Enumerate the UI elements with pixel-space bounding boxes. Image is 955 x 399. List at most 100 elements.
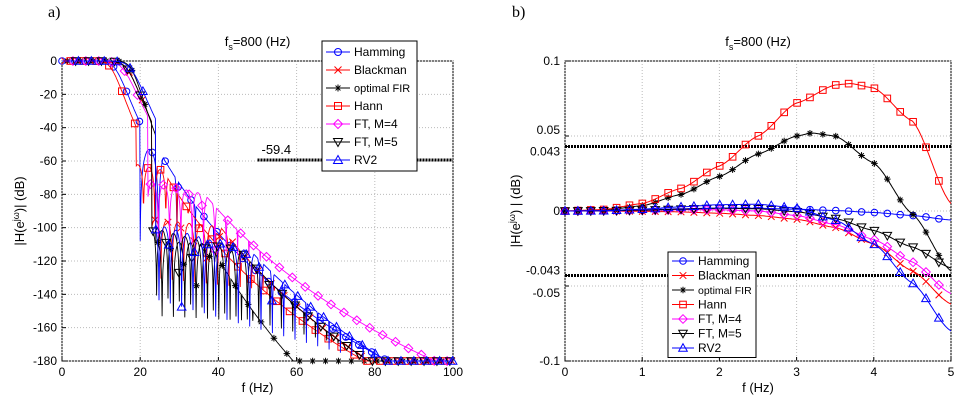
marker-triangle-up xyxy=(292,290,303,300)
marker-triangle-down xyxy=(444,357,456,367)
marker-triangle-up xyxy=(163,239,174,249)
marker-triangle-up xyxy=(611,204,622,215)
marker-triangle-down xyxy=(740,204,751,214)
marker-triangle-up xyxy=(779,201,790,211)
x-tick-label: 1 xyxy=(639,365,646,379)
marker-star xyxy=(322,357,329,365)
x-tick-label: 3 xyxy=(793,365,800,379)
marker-square xyxy=(703,168,711,177)
marker-diamond xyxy=(326,299,337,310)
y-tick-label: -60 xyxy=(40,154,58,168)
marker-triangle-down xyxy=(779,207,790,217)
marker-square xyxy=(679,300,687,309)
marker-triangle-up xyxy=(907,278,919,288)
x-tick-label: 0 xyxy=(562,365,569,379)
x-tick-label: 80 xyxy=(368,365,382,379)
marker-triangle-down xyxy=(289,301,301,311)
annotation-label: -59.4 xyxy=(262,142,292,157)
marker-square xyxy=(690,177,698,186)
marker-triangle-down xyxy=(70,57,81,67)
marker-triangle-down xyxy=(572,207,584,217)
marker-square xyxy=(625,201,634,210)
marker-star xyxy=(141,101,149,108)
x-tick-label: 100 xyxy=(443,365,463,379)
x-tick-label: 40 xyxy=(212,365,226,379)
marker-star xyxy=(703,178,711,185)
series-line xyxy=(565,207,952,269)
marker-diamond xyxy=(351,315,362,326)
marker-square xyxy=(677,184,685,193)
marker-triangle-down xyxy=(920,249,932,259)
marker-triangle-down xyxy=(431,357,443,367)
series-a-ft4 xyxy=(62,55,453,367)
marker-square xyxy=(272,297,281,306)
marker-triangle-up xyxy=(740,199,751,209)
marker-diamond xyxy=(287,272,298,283)
marker-square xyxy=(156,165,165,174)
marker-square xyxy=(651,195,660,203)
marker-circle xyxy=(870,208,879,217)
series-b-rv2 xyxy=(559,198,952,332)
marker-square xyxy=(767,122,776,130)
marker-diamond xyxy=(171,183,182,194)
marker-star xyxy=(334,84,342,92)
marker-triangle-down xyxy=(328,332,339,342)
marker-triangle-up xyxy=(137,85,149,96)
legend-label: RV2 xyxy=(354,153,377,167)
marker-star xyxy=(832,132,840,140)
marker-x xyxy=(334,66,342,74)
marker-triangle-up xyxy=(189,246,200,256)
marker-triangle-up xyxy=(817,211,829,221)
marker-diamond xyxy=(132,90,143,101)
marker-triangle-down xyxy=(804,210,816,220)
marker-square xyxy=(118,87,126,96)
legend-label: Blackman xyxy=(698,269,751,283)
marker-star xyxy=(871,160,878,167)
marker-diamond xyxy=(158,179,169,190)
marker-star xyxy=(935,252,943,259)
marker-square xyxy=(754,132,763,140)
marker-triangle-up xyxy=(920,292,932,303)
marker-diamond xyxy=(209,244,220,255)
y-axis-label: |H(ejω) | (dB) xyxy=(507,175,523,248)
marker-star xyxy=(909,211,917,218)
marker-diamond xyxy=(235,228,246,239)
marker-triangle-up xyxy=(701,199,712,210)
panel-a-tag: a) xyxy=(48,4,61,21)
y-tick-label: -140 xyxy=(33,287,57,301)
marker-triangle-up xyxy=(598,205,609,215)
marker-triangle-down xyxy=(367,357,378,367)
marker-star xyxy=(309,357,316,365)
y-tick-label: -20 xyxy=(40,87,58,101)
legend-label: Hamming xyxy=(698,254,749,268)
marker-diamond xyxy=(753,206,764,217)
marker-diamond xyxy=(106,56,117,67)
marker-triangle-down xyxy=(147,227,159,237)
marker-square xyxy=(857,81,866,90)
x-tick-label: 20 xyxy=(134,365,148,379)
marker-square xyxy=(741,140,750,149)
legend-label: optimal FIR xyxy=(698,285,752,297)
legend-label: FT, M=5 xyxy=(698,327,742,341)
marker-triangle-up xyxy=(637,203,648,213)
marker-triangle-up xyxy=(688,200,700,210)
marker-triangle-down xyxy=(122,65,133,75)
x-tick-label: 2 xyxy=(716,365,723,379)
marker-star xyxy=(742,157,749,164)
y-axis-label-text: |H(ejω) | (dB) xyxy=(507,175,523,248)
marker-triangle-up xyxy=(727,199,738,209)
y-tick-label: -0.043 xyxy=(526,264,560,278)
chart-title-a: fs=800 (Hz) xyxy=(225,34,291,52)
marker-triangle-up xyxy=(895,266,906,277)
marker-triangle-up xyxy=(662,202,674,212)
marker-triangle-down xyxy=(109,57,120,67)
marker-triangle-down xyxy=(856,223,867,233)
legend-label: Hann xyxy=(698,298,727,312)
x-axis-label: f (Hz) xyxy=(242,380,274,395)
marker-triangle-down xyxy=(393,357,404,367)
marker-triangle-up xyxy=(99,55,110,65)
marker-triangle-down xyxy=(341,341,352,352)
marker-star xyxy=(270,334,278,342)
marker-square xyxy=(715,162,724,170)
